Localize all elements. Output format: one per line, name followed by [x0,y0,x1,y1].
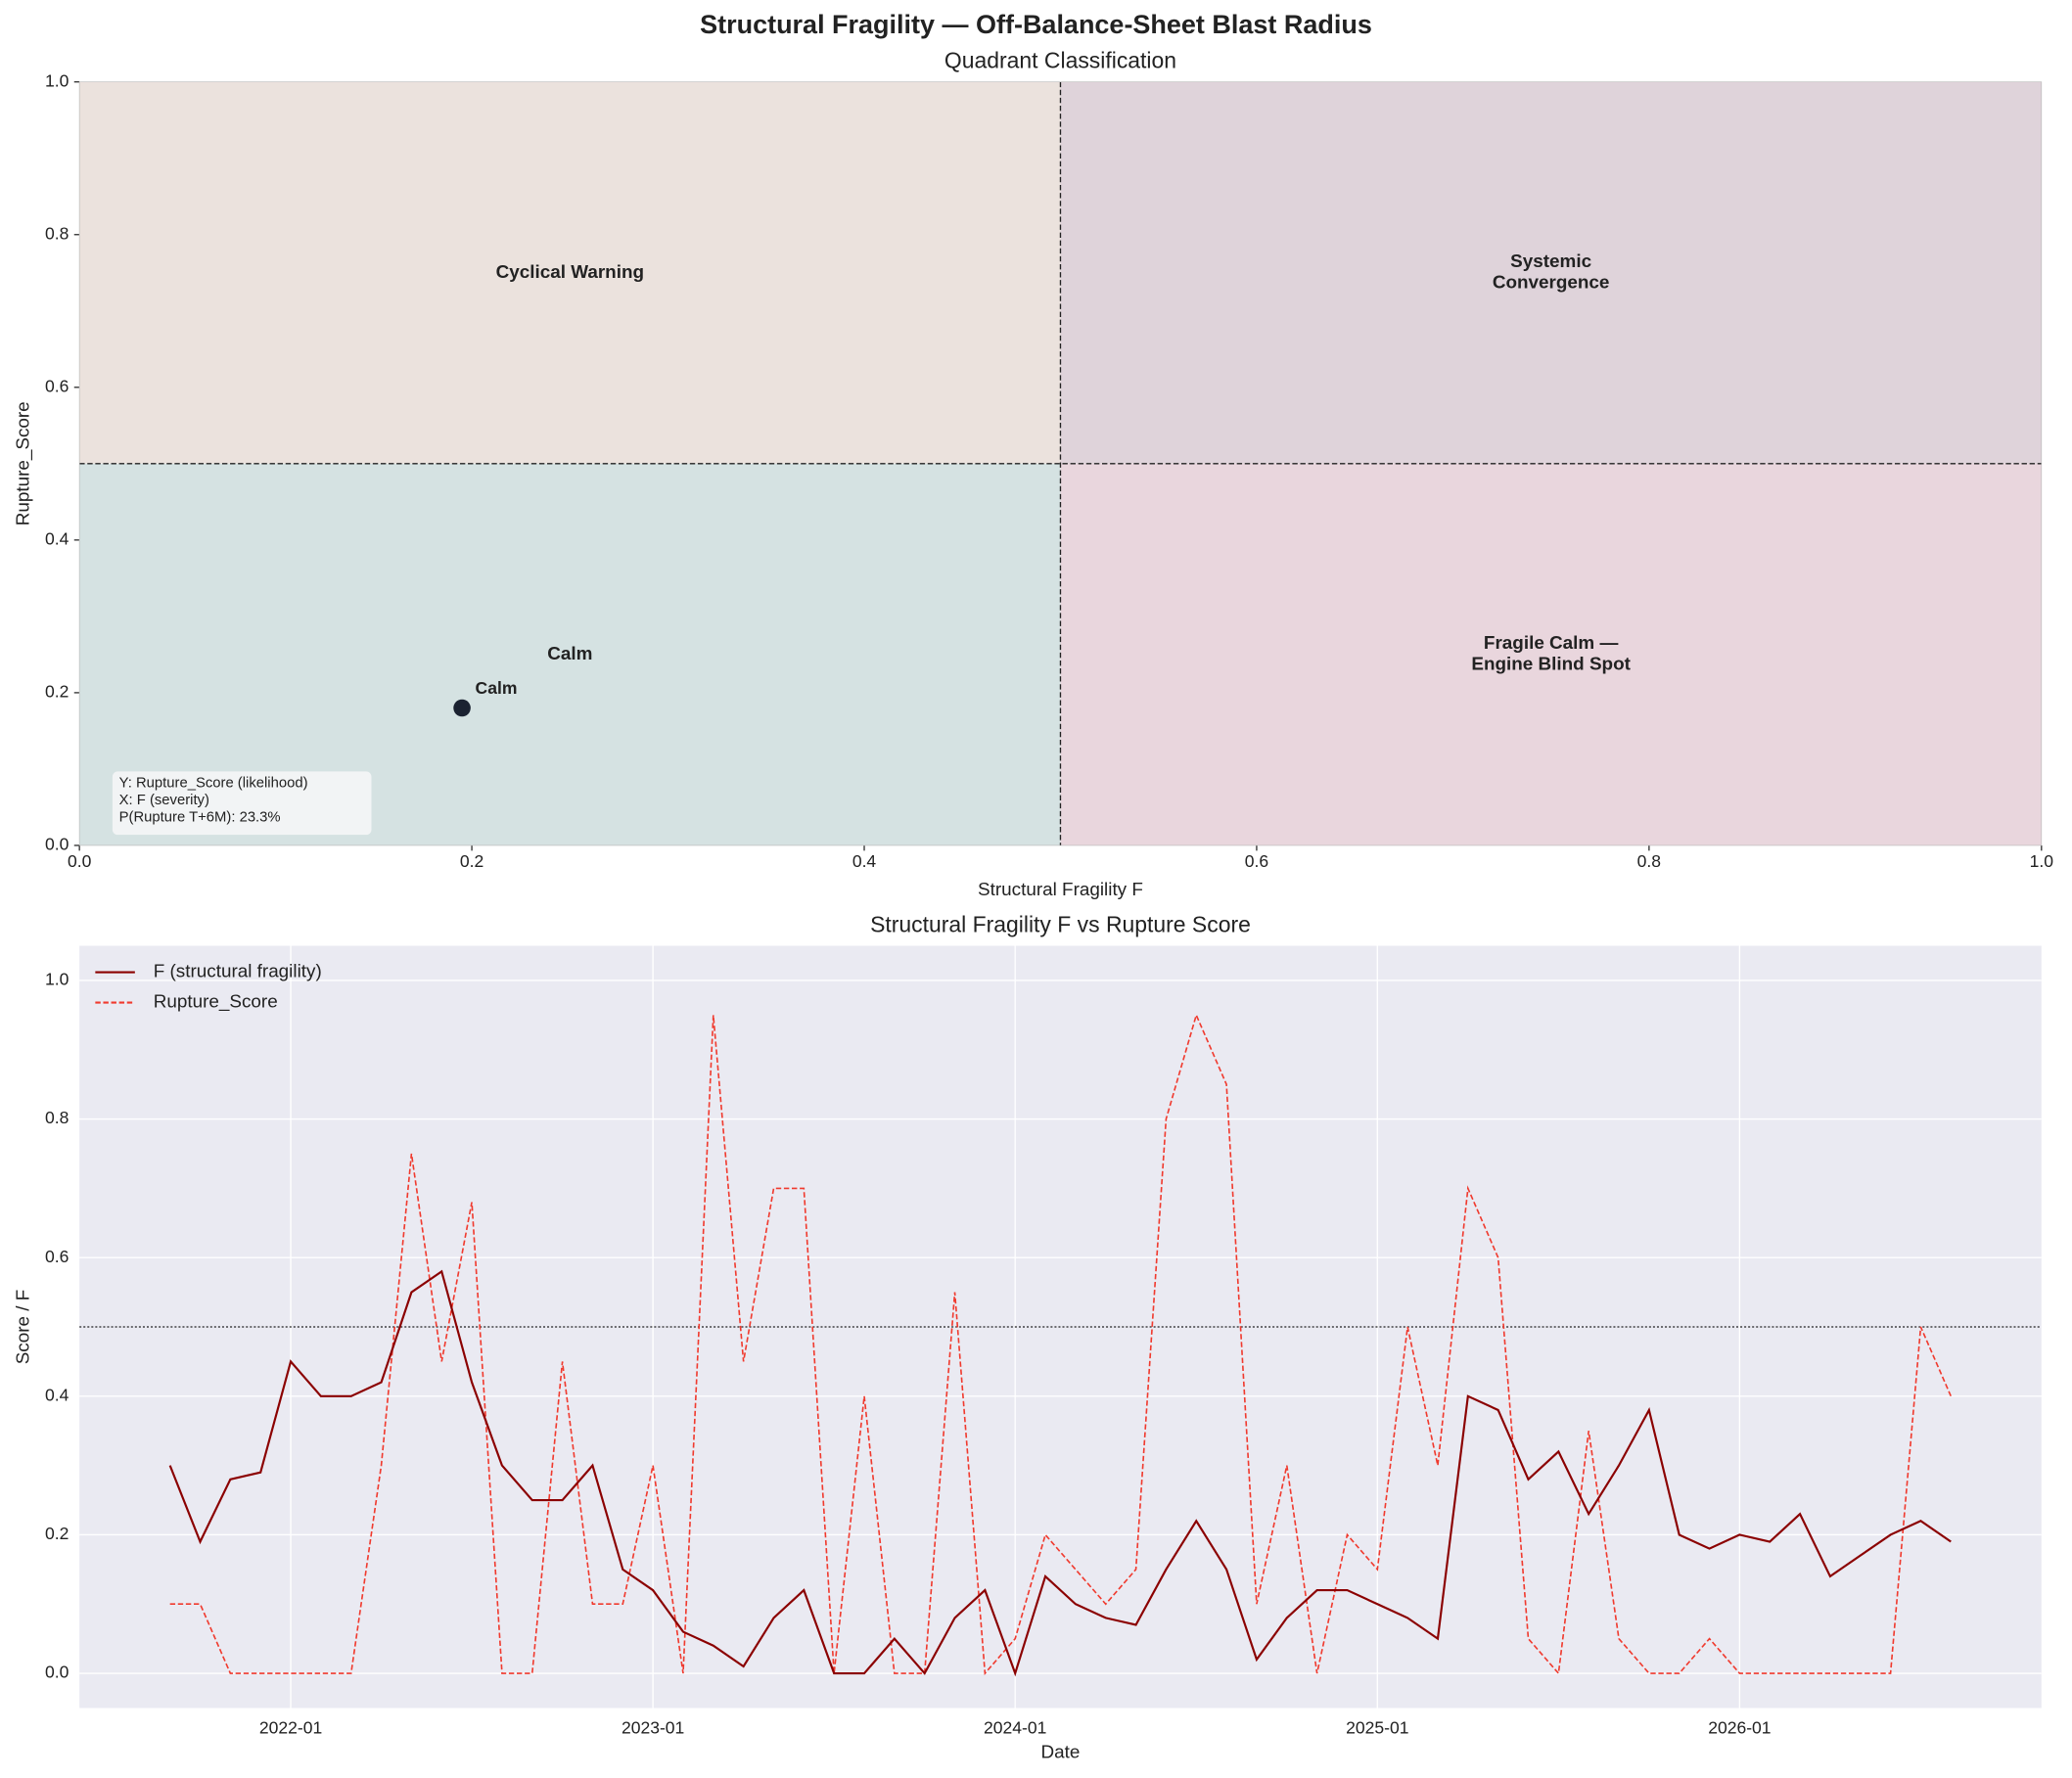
y-axis-label: Score / F [13,1290,33,1365]
x-tick-label: 2026-01 [1708,1718,1771,1738]
note-text: Y: Rupture_Score (likelihood) [119,775,308,791]
x-tick-label: 0.8 [1637,851,1661,871]
x-tick-label: 2023-01 [622,1718,684,1738]
x-tick-label: 2025-01 [1346,1718,1408,1738]
quadrant-label-line: Systemic [1510,251,1591,272]
y-axis-label: Rupture_Score [13,401,33,525]
y-tick-label: 0.2 [45,1524,69,1543]
legend-label: F (structural fragility) [154,962,322,982]
y-tick-label: 1.0 [45,970,69,989]
quadrant-label: Fragile Calm — Engine Blind Spot [1471,633,1631,675]
x-tick-label: 1.0 [2030,851,2054,871]
y-tick-label: 0.6 [45,1247,69,1266]
y-tick-label: 0.4 [45,1385,69,1404]
x-tick-label: 0.0 [68,851,92,871]
quadrant-label-line: Calm [547,644,592,664]
y-tick-label: 0.8 [45,223,69,243]
quadrant-area [1060,81,2042,464]
y-tick-label: 0.4 [45,528,69,548]
series-line [169,1012,1953,1676]
y-tick-label: 0.0 [45,835,69,854]
series-line [168,1269,1952,1677]
quadrant-label-line: Fragile Calm — [1484,633,1619,654]
x-tick-label: 2022-01 [259,1718,322,1738]
quadrant-label: Calm [547,644,592,664]
note-text: X: F (severity) [119,793,209,808]
quadrant-label-line: Convergence [1493,273,1610,294]
x-tick-label: 0.6 [1245,851,1268,871]
figure-title: Structural Fragility — Off-Balance-Sheet… [700,10,1372,39]
y-tick-label: 1.0 [45,70,69,90]
x-axis-label: Date [1041,1742,1081,1762]
y-tick-label: 0.2 [45,682,69,702]
quadrant-area [79,81,1061,464]
y-tick-label: 0.6 [45,376,69,395]
point [453,699,471,717]
quadrant-label-line: Engine Blind Spot [1471,655,1631,675]
y-tick-label: 0.8 [45,1108,69,1127]
x-axis-label: Structural Fragility F [978,880,1143,900]
x-tick-label: 0.2 [460,851,483,871]
note-text: P(Rupture T+6M): 23.3% [119,810,281,826]
quadrant-label: Systemic Convergence [1493,251,1610,294]
plot-frame [78,81,2043,846]
quadrant-label: Cyclical Warning [496,262,644,283]
y-tick-label: 0.0 [45,1663,69,1682]
chart-title: Quadrant Classification [944,48,1176,73]
chart-title: Structural Fragility F vs Rupture Score [870,911,1251,936]
quadrant-label-line: Cyclical Warning [496,262,644,283]
x-tick-label: 0.4 [852,851,877,871]
legend-label: Rupture_Score [154,992,278,1013]
point-label: Calm [476,678,518,698]
quadrant-area [1060,463,2042,845]
note-box [112,771,372,836]
x-tick-label: 2024-01 [984,1718,1046,1738]
